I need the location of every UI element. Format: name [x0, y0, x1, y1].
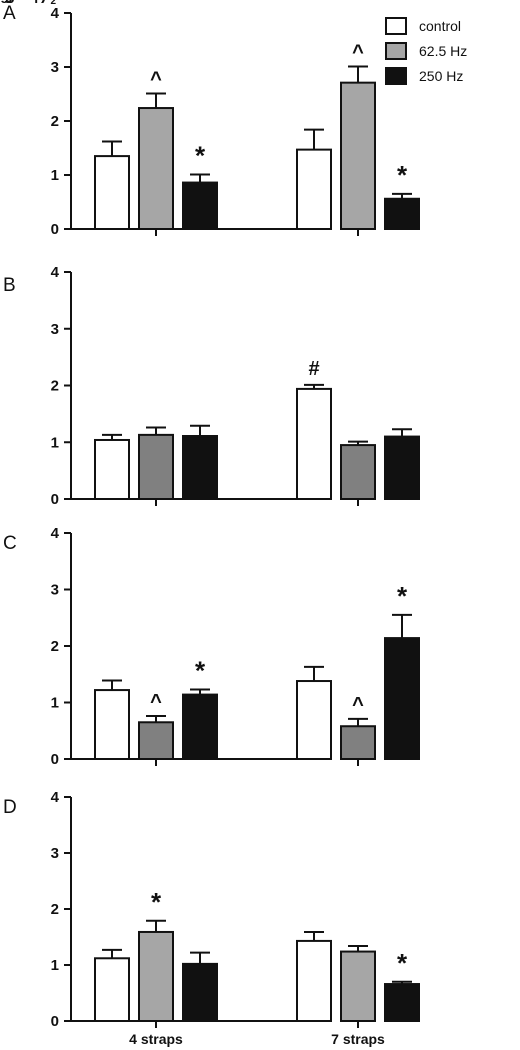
- y-tick-label: 0: [51, 491, 59, 508]
- significance-marker: *: [397, 948, 408, 978]
- legend-swatch: [385, 42, 407, 60]
- bar: [340, 725, 376, 760]
- bar: [384, 435, 420, 501]
- bar: [138, 930, 174, 1023]
- bar: [138, 433, 174, 500]
- panel-label: B: [3, 275, 16, 296]
- significance-marker: ^: [150, 68, 162, 90]
- significance-marker: ^: [352, 694, 364, 716]
- y-tick-label: 3: [51, 321, 59, 338]
- bar: [340, 444, 376, 500]
- bar: [296, 939, 332, 1022]
- y-axis-label-2: (from control): [0, 0, 46, 3]
- bar: [384, 637, 420, 761]
- legend-swatch: [385, 67, 407, 85]
- x-category-label: 4 straps: [129, 1031, 183, 1047]
- bar: [340, 81, 376, 230]
- chart-panel-B: B 0 1 2 3 4 fold change drasic(from control) #: [0, 0, 420, 508]
- legend-label: 62.5 Hz: [419, 43, 467, 59]
- bar: [182, 962, 218, 1023]
- y-tick-label: 3: [51, 845, 59, 862]
- legend-label: control: [419, 18, 461, 34]
- y-tick-label: 2: [51, 113, 59, 130]
- y-tick-label: 0: [51, 1013, 59, 1030]
- bar: [94, 438, 130, 501]
- y-tick-label: 2: [51, 901, 59, 918]
- bar: [138, 107, 174, 230]
- y-axis-label-2: (from control): [0, 0, 46, 3]
- bar: [340, 950, 376, 1022]
- bar: [94, 689, 130, 761]
- panel-label: C: [3, 533, 17, 554]
- bar: [384, 197, 420, 230]
- y-tick-label: 4: [51, 789, 60, 806]
- significance-marker: #: [308, 358, 319, 380]
- bar: [384, 983, 420, 1022]
- legend-label: 250 Hz: [419, 68, 463, 84]
- bar: [296, 387, 332, 500]
- y-tick-label: 4: [51, 264, 60, 281]
- y-axis-label: fold change trpv1: [0, 0, 59, 3]
- bar: [182, 435, 218, 501]
- significance-marker: ^: [352, 41, 364, 63]
- y-axis-label: fold change drasic: [0, 0, 62, 3]
- panel-label: A: [3, 3, 16, 24]
- bar: [94, 155, 130, 231]
- y-axis-label: fold change nTrk: [0, 0, 56, 3]
- significance-marker: *: [151, 887, 162, 917]
- significance-marker: ^: [150, 691, 162, 713]
- y-tick-label: 1: [51, 434, 59, 451]
- significance-marker: *: [195, 656, 206, 686]
- y-tick-label: 0: [51, 751, 59, 768]
- y-tick-label: 4: [51, 525, 60, 542]
- bar: [296, 148, 332, 230]
- y-tick-label: 2: [51, 378, 59, 395]
- significance-marker: *: [397, 160, 408, 190]
- legend: control 62.5 Hz 250 Hz: [385, 17, 467, 85]
- y-tick-label: 0: [51, 221, 59, 238]
- y-tick-label: 2: [51, 638, 59, 655]
- bar: [94, 957, 130, 1023]
- y-axis-label-2: (from control): [0, 0, 46, 3]
- x-category-label: 7 straps: [331, 1031, 385, 1047]
- y-axis-label-2: (from control): [0, 0, 46, 3]
- legend-swatch: [385, 17, 407, 35]
- bar: [138, 721, 174, 761]
- y-tick-label: 4: [51, 5, 60, 22]
- y-tick-label: 3: [51, 582, 59, 599]
- y-tick-label: 1: [51, 695, 59, 712]
- y-tick-label: 3: [51, 59, 59, 76]
- y-tick-label: 1: [51, 167, 59, 184]
- chart-panel-C: C 0 1 2 3 4 fold change nTrk(from control) ^ ^ * *: [0, 0, 420, 768]
- chart-panel-D: D 0 1 2 3 4 4 straps 7 straps fold change trpv1(…: [0, 0, 420, 1047]
- panel-label: D: [3, 797, 17, 818]
- significance-marker: *: [195, 140, 206, 170]
- bar: [182, 181, 218, 230]
- y-tick-label: 1: [51, 957, 59, 974]
- bar: [296, 680, 332, 761]
- bar: [182, 693, 218, 761]
- significance-marker: *: [397, 581, 408, 611]
- chart-panel-A: A01234fold change cox2(from control)^^**: [0, 0, 420, 238]
